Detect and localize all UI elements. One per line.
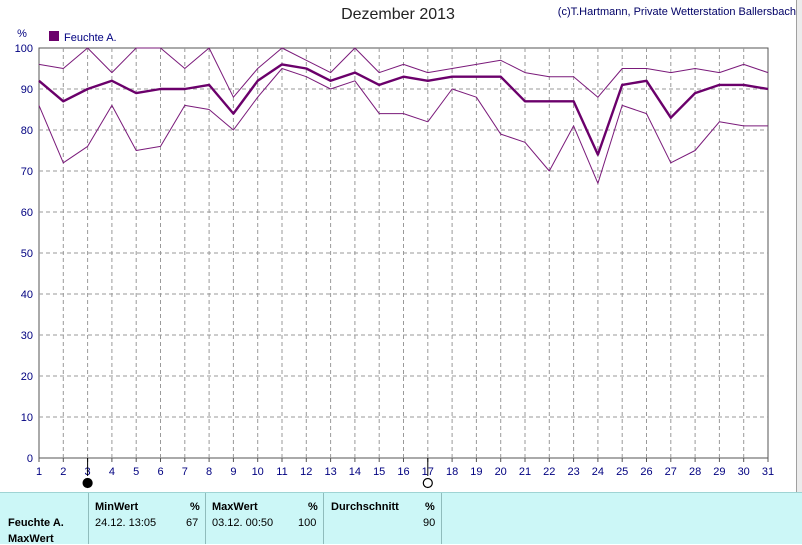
stats-panel: MinWert % MaxWert % Durchschnitt % Feuch… xyxy=(0,492,802,545)
x-tick-label: 28 xyxy=(689,466,701,478)
legend-swatch xyxy=(49,31,59,41)
x-tick-label: 27 xyxy=(665,466,677,478)
x-tick-label: 29 xyxy=(713,466,725,478)
max-value: 100 xyxy=(298,517,317,529)
x-tick-label: 4 xyxy=(109,466,115,478)
max-datetime: 03.12. 00:50 xyxy=(212,517,274,529)
x-tick-label: 18 xyxy=(446,466,458,478)
chart-title: Dezember 2013 xyxy=(341,6,455,23)
y-tick-label: 90 xyxy=(21,84,33,96)
x-tick-label: 5 xyxy=(133,466,139,478)
stats-row-label-2: MaxWert xyxy=(8,533,54,545)
x-tick-label: 9 xyxy=(230,466,236,478)
y-tick-label: 70 xyxy=(21,166,33,178)
min-datetime: 24.12. 13:05 xyxy=(95,517,157,529)
x-tick-label: 12 xyxy=(300,466,312,478)
y-tick-label: 20 xyxy=(21,371,33,383)
x-tick-label: 26 xyxy=(640,466,652,478)
y-tick-label: 40 xyxy=(21,289,33,301)
x-tick-label: 6 xyxy=(157,466,163,478)
x-tick-label: 16 xyxy=(397,466,409,478)
y-axis-label: % xyxy=(17,28,27,40)
x-tick-label: 2 xyxy=(60,466,66,478)
stats-divider xyxy=(205,493,206,544)
humidity-chart: 0102030405060708090100%12345678910111213… xyxy=(15,28,774,489)
x-tick-label: 11 xyxy=(276,466,287,478)
x-tick-label: 14 xyxy=(349,466,361,478)
x-tick-label: 21 xyxy=(519,466,531,478)
x-tick-label: 13 xyxy=(324,466,336,478)
y-tick-label: 10 xyxy=(21,412,33,424)
x-tick-label: 20 xyxy=(495,466,507,478)
y-tick-label: 30 xyxy=(21,330,33,342)
x-tick-label: 25 xyxy=(616,466,628,478)
x-tick-label: 19 xyxy=(470,466,482,478)
x-tick-label: 22 xyxy=(543,466,555,478)
y-tick-label: 60 xyxy=(21,207,33,219)
min-unit: % xyxy=(190,501,200,513)
avg-header: Durchschnitt xyxy=(331,501,399,513)
y-tick-label: 100 xyxy=(15,43,33,55)
avg-value: 90 xyxy=(423,517,436,529)
series-line-min xyxy=(38,68,768,184)
legend-label: Feuchte A. xyxy=(64,32,117,44)
window-edge xyxy=(796,0,802,492)
stats-divider xyxy=(88,493,89,544)
min-value: 67 xyxy=(186,517,199,529)
stats-divider xyxy=(323,493,324,544)
x-tick-label: 15 xyxy=(373,466,385,478)
x-tick-label: 8 xyxy=(206,466,212,478)
stats-row-label: Feuchte A. xyxy=(8,517,64,529)
max-header: MaxWert xyxy=(212,501,258,513)
series-line-max xyxy=(38,47,769,98)
x-tick-label: 31 xyxy=(762,466,774,478)
y-tick-label: 0 xyxy=(27,453,33,465)
x-tick-label: 7 xyxy=(182,466,188,478)
x-tick-label: 23 xyxy=(567,466,579,478)
stats-divider xyxy=(441,493,442,544)
max-unit: % xyxy=(308,501,318,513)
min-header: MinWert xyxy=(95,501,139,513)
y-tick-label: 50 xyxy=(21,248,33,260)
avg-unit: % xyxy=(425,501,435,513)
open-circle-marker xyxy=(422,477,433,489)
y-tick-label: 80 xyxy=(21,125,33,137)
copyright-text: (c)T.Hartmann, Private Wetterstation Bal… xyxy=(557,6,796,18)
series-line-average xyxy=(38,63,769,156)
x-tick-label: 24 xyxy=(592,466,604,478)
x-tick-label: 1 xyxy=(36,466,42,478)
x-tick-label: 10 xyxy=(252,466,264,478)
filled-circle-marker xyxy=(82,477,93,489)
x-tick-label: 30 xyxy=(738,466,750,478)
